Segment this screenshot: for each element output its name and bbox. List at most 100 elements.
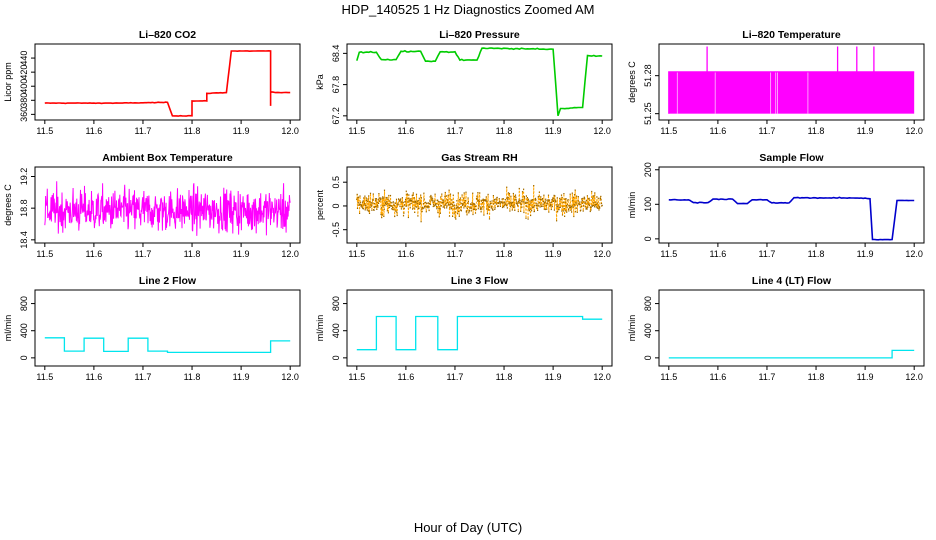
data-point bbox=[382, 197, 385, 199]
data-point bbox=[386, 210, 388, 212]
data-point bbox=[374, 206, 376, 208]
data-point bbox=[599, 207, 601, 209]
x-tick-label: 11.8 bbox=[184, 249, 201, 259]
data-point bbox=[454, 217, 456, 219]
data-point bbox=[406, 205, 408, 207]
x-tick-label: 11.7 bbox=[447, 126, 464, 136]
data-point bbox=[581, 199, 583, 202]
series-group bbox=[668, 349, 915, 359]
data-point bbox=[441, 202, 444, 204]
x-tick-label: 11.8 bbox=[184, 372, 201, 382]
data-point bbox=[523, 211, 525, 214]
data-point bbox=[601, 204, 603, 206]
data-point bbox=[492, 209, 494, 211]
y-tick-label: 420 bbox=[19, 65, 29, 80]
data-point bbox=[507, 196, 509, 198]
chart-panel: Line 3 Flow ml/min 11.5 11.6 11.7 11.8 11.9 12.… bbox=[315, 275, 613, 382]
data-point bbox=[595, 206, 597, 208]
data-point bbox=[554, 201, 557, 203]
data-point bbox=[424, 205, 426, 208]
data-point bbox=[409, 198, 411, 200]
data-point bbox=[437, 199, 439, 201]
data-point bbox=[447, 194, 449, 196]
x-tick-label: 11.9 bbox=[545, 372, 562, 382]
data-point bbox=[501, 201, 503, 203]
data-point bbox=[392, 202, 394, 204]
data-point bbox=[578, 203, 580, 205]
data-point bbox=[565, 205, 567, 207]
data-point bbox=[493, 200, 495, 202]
data-point bbox=[471, 202, 473, 204]
data-point bbox=[371, 205, 373, 207]
data-point bbox=[472, 203, 474, 205]
data-point bbox=[503, 202, 505, 204]
data-point bbox=[411, 194, 413, 196]
data-point bbox=[520, 203, 522, 205]
data-point bbox=[391, 205, 393, 207]
panel-title: Gas Stream RH bbox=[441, 152, 517, 164]
data-point bbox=[497, 205, 499, 207]
data-point bbox=[489, 204, 491, 206]
x-tick-label: 11.8 bbox=[496, 249, 513, 259]
data-point bbox=[566, 204, 568, 206]
data-point bbox=[561, 210, 563, 212]
data-point bbox=[546, 203, 548, 205]
data-point bbox=[518, 199, 520, 201]
data-point bbox=[395, 207, 397, 209]
data-point bbox=[392, 201, 394, 203]
data-point bbox=[452, 205, 454, 207]
data-point bbox=[518, 187, 520, 190]
data-point bbox=[584, 206, 586, 208]
data-point bbox=[547, 199, 549, 201]
data-point bbox=[563, 210, 565, 212]
data-point bbox=[590, 206, 592, 208]
data-point bbox=[464, 202, 466, 204]
data-point bbox=[375, 200, 377, 202]
data-point bbox=[457, 213, 459, 215]
data-point bbox=[505, 203, 507, 205]
data-point bbox=[554, 199, 556, 201]
data-point bbox=[361, 205, 363, 207]
data-point bbox=[402, 201, 404, 203]
data-point bbox=[498, 202, 500, 205]
data-point bbox=[433, 200, 435, 202]
data-point bbox=[584, 197, 586, 199]
data-point bbox=[508, 203, 510, 205]
data-point bbox=[431, 199, 433, 201]
data-point bbox=[563, 207, 565, 210]
data-point bbox=[364, 209, 366, 211]
data-point bbox=[459, 197, 461, 199]
x-tick-label: 12.0 bbox=[905, 249, 923, 259]
data-point bbox=[580, 209, 582, 211]
data-point bbox=[552, 200, 554, 202]
data-point bbox=[430, 197, 432, 199]
y-tick-label: 51.28 bbox=[643, 64, 653, 87]
data-point bbox=[570, 207, 572, 209]
y-tick-label: 0 bbox=[643, 236, 653, 241]
data-point bbox=[474, 205, 476, 208]
data-point bbox=[570, 209, 572, 211]
data-point bbox=[437, 200, 439, 202]
data-point bbox=[560, 199, 562, 201]
data-point bbox=[363, 202, 366, 204]
data-point bbox=[530, 214, 532, 217]
data-point bbox=[559, 203, 561, 205]
data-point bbox=[596, 204, 598, 206]
data-point bbox=[558, 206, 560, 208]
data-point bbox=[579, 210, 581, 212]
data-point bbox=[466, 214, 468, 216]
chart-panel: Gas Stream RH percent 11.5 11.6 11.7 11.8 11.9… bbox=[315, 152, 613, 259]
data-point bbox=[544, 202, 546, 204]
y-tick-label: 440 bbox=[19, 51, 29, 66]
data-point bbox=[542, 203, 544, 205]
data-point bbox=[460, 206, 462, 208]
data-point bbox=[519, 202, 521, 204]
data-point bbox=[523, 196, 525, 198]
data-point bbox=[439, 201, 441, 203]
plot-frame bbox=[658, 166, 925, 244]
data-point bbox=[459, 199, 461, 201]
data-point bbox=[385, 203, 387, 206]
x-tick-label: 11.6 bbox=[85, 126, 102, 136]
data-point bbox=[458, 211, 460, 213]
data-point bbox=[482, 200, 485, 202]
